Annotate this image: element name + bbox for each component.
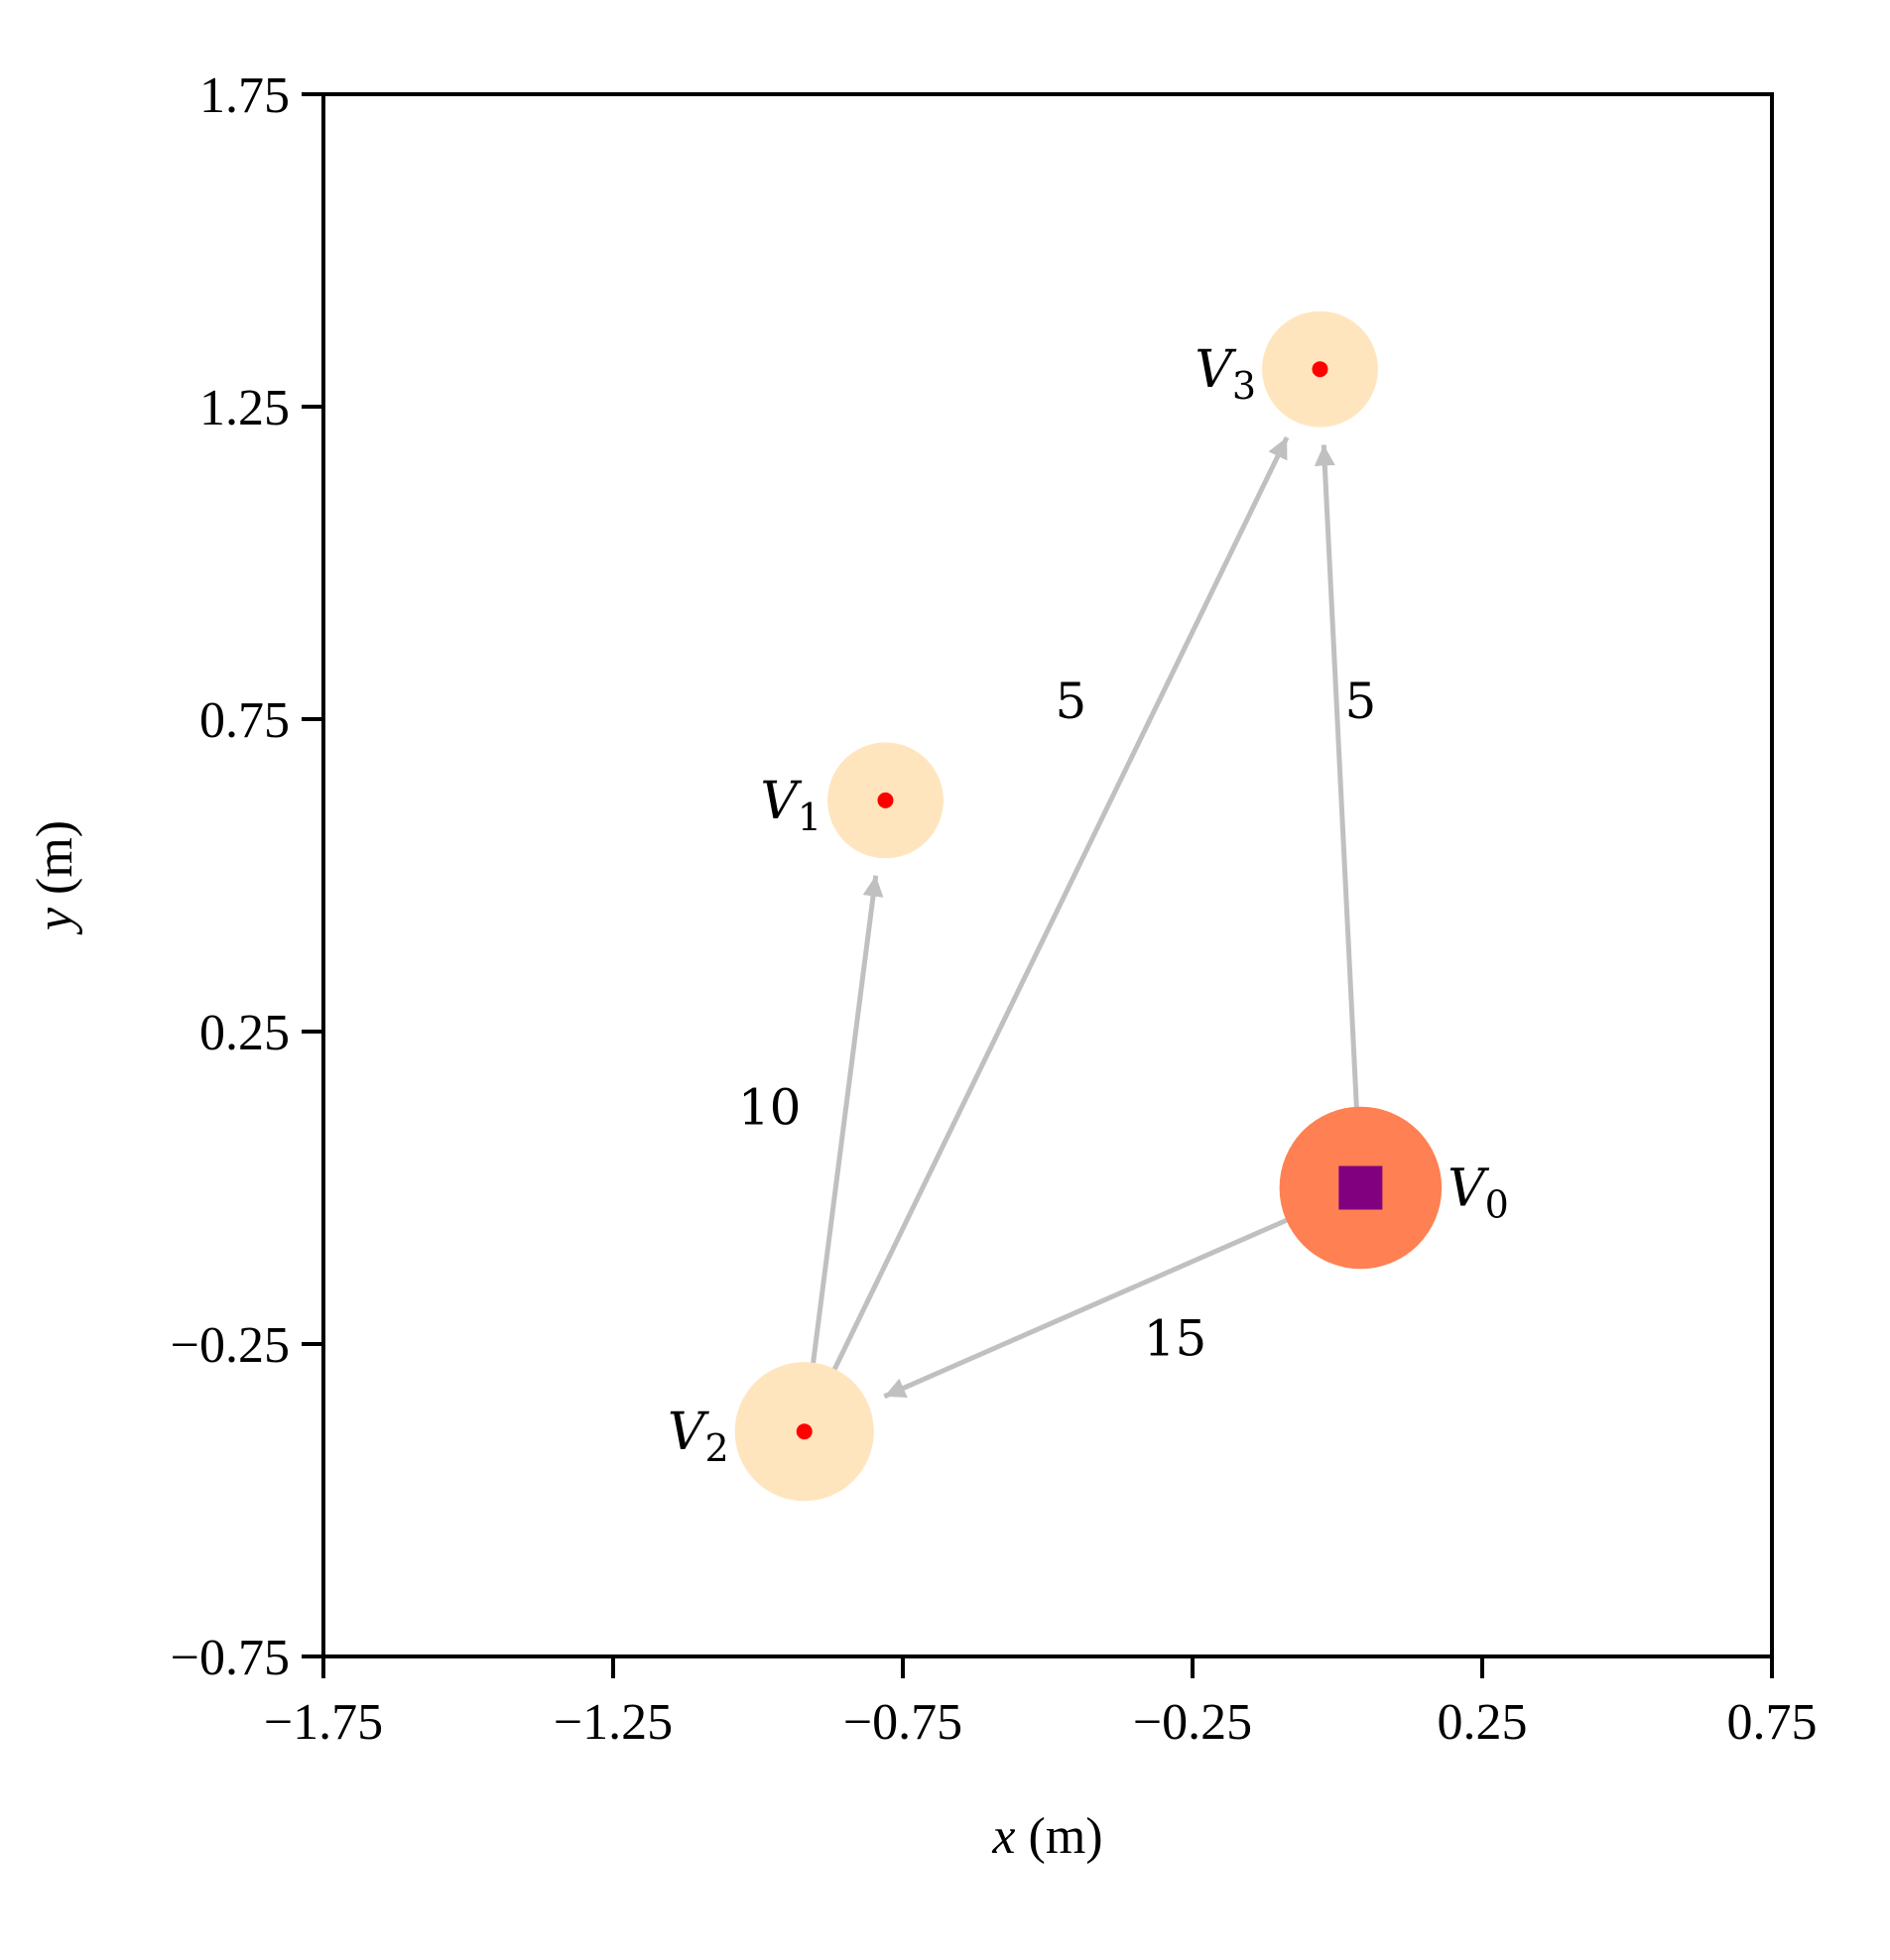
edge-V0-V3 [1314, 444, 1360, 1115]
x-tick-label: −0.25 [1133, 1694, 1252, 1751]
node-V0-label: V0 [1448, 1160, 1509, 1227]
x-axis-title: x (m) [991, 1808, 1102, 1865]
y-axis-title: y (m) [27, 820, 83, 935]
edge-V2-V3 [828, 435, 1290, 1378]
axes-frame [321, 92, 1774, 1658]
edge-weight-label: 10 [738, 1079, 802, 1137]
y-tick-label: −0.25 [171, 1317, 290, 1374]
edge-weight-label: 5 [1055, 673, 1086, 730]
x-tick-label: 0.25 [1438, 1694, 1528, 1751]
node-V1-dot-marker [877, 792, 894, 808]
y-tick-label: 0.25 [199, 1005, 290, 1061]
x-tick-label: −0.75 [843, 1694, 962, 1751]
y-tick-label: 1.75 [199, 67, 290, 124]
y-axis-ticks: 1.75 1.25 0.75 0.25 −0.25 −0.75 [171, 67, 323, 1686]
node-V2-dot-marker [796, 1423, 813, 1440]
x-tick-label: 0.75 [1727, 1694, 1818, 1751]
x-axis-ticks: −1.75 −1.25 −0.75 −0.25 0.25 0.75 [264, 1656, 1818, 1751]
edge-V2-V1 [810, 875, 884, 1371]
edges-layer [810, 435, 1360, 1400]
y-tick-label: 1.25 [199, 380, 290, 436]
labels-layer: 15 10 5 5 V0 V1 V2 V3 [668, 340, 1509, 1470]
x-tick-label: −1.25 [554, 1694, 673, 1751]
edge-weight-label: 5 [1344, 673, 1376, 730]
x-tick-label: −1.75 [264, 1694, 383, 1751]
edge-weight-label: 15 [1144, 1310, 1207, 1368]
plot-area: 15 10 5 5 V0 V1 V2 V3 [668, 310, 1509, 1502]
node-V0-square-marker [1338, 1165, 1383, 1210]
node-V3-label: V3 [1195, 340, 1256, 408]
node-V3-dot-marker [1312, 361, 1328, 378]
node-V1-label: V1 [760, 772, 821, 839]
node-V2-label: V2 [668, 1403, 729, 1470]
nodes-layer [734, 310, 1443, 1502]
edge-V0-V2 [883, 1214, 1295, 1400]
y-tick-label: 0.75 [199, 692, 290, 749]
y-tick-label: −0.75 [171, 1630, 290, 1686]
